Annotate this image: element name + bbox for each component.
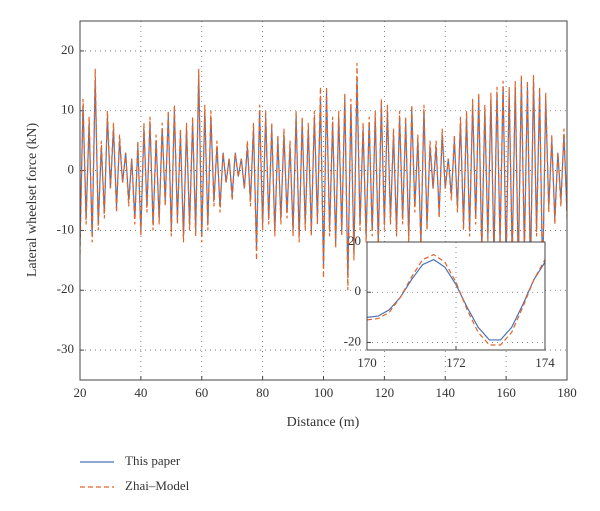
plot-1: 170 172 174 -20 0 20	[344, 233, 556, 370]
plot-frame	[79, 20, 568, 381]
y-tick-label: 20	[61, 42, 74, 57]
y-tick-label: 0	[355, 283, 362, 298]
x-tick-label: 100	[314, 385, 334, 400]
plot-0: 20 40 60 80 100 120 140 160 180 -30 -20 -10 0 10 20	[57, 20, 577, 400]
x-tick-label: 160	[496, 385, 516, 400]
y-tick-label: -20	[344, 333, 361, 348]
x-tick-label: 180	[557, 385, 577, 400]
y-tick-label: 0	[68, 162, 75, 177]
data-line	[367, 258, 545, 341]
x-tick-label: 80	[256, 385, 269, 400]
x-tick-label: 20	[74, 385, 87, 400]
data-line	[80, 62, 567, 291]
legend-label: This paper	[125, 453, 181, 468]
x-axis-label: Distance (m)	[287, 415, 360, 430]
x-tick-label: 172	[446, 355, 466, 370]
x-tick-label: 140	[436, 385, 456, 400]
y-tick-label: -10	[57, 221, 74, 236]
x-tick-label: 170	[357, 355, 377, 370]
y-tick-label: -20	[57, 281, 74, 296]
x-tick-label: 40	[134, 385, 147, 400]
legend-label: Zhai–Model	[125, 478, 190, 493]
x-tick-label: 60	[195, 385, 208, 400]
y-axis-label: Lateral wheelset force (kN)	[25, 123, 40, 278]
y-tick-label: -30	[57, 341, 74, 356]
plot-background	[367, 242, 545, 350]
plot-frame	[366, 241, 546, 351]
data-line	[367, 253, 545, 346]
y-tick-label: 20	[348, 233, 361, 248]
x-tick-label: 120	[375, 385, 395, 400]
y-tick-label: 10	[61, 102, 74, 117]
x-tick-label: 174	[535, 355, 555, 370]
